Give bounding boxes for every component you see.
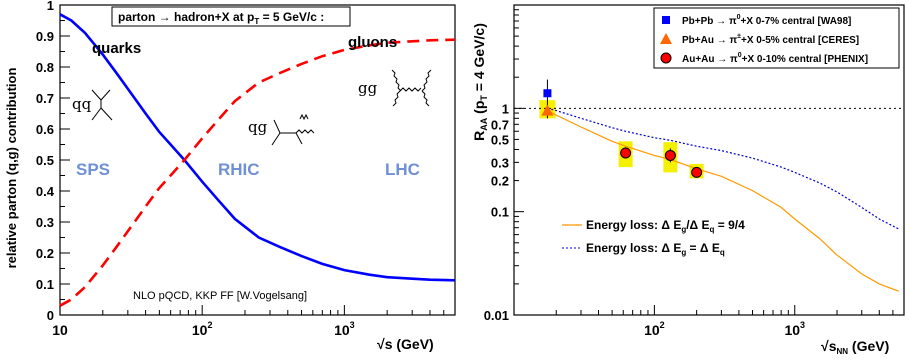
right-x-ticks: 102 103 (513, 305, 905, 338)
data-point-WA98 (543, 89, 552, 98)
right-legend: Pb+Pb → π0+X 0-7% central [WA98] Pb+Au → … (660, 14, 868, 65)
data-point-PHENIX (664, 149, 676, 161)
data-point-PHENIX (620, 147, 632, 159)
left-header: parton → hadron+X at pT = 5 GeV/c : (118, 10, 324, 26)
left-y-tick-label: 0.9 (36, 29, 54, 44)
left-y-tick-label: 1 (47, 0, 54, 13)
sps-region-label: SPS (76, 160, 110, 179)
left-y-tick-label: 0.7 (36, 91, 54, 106)
right-x-tick-label: 103 (784, 320, 805, 338)
model-curve-1 (547, 107, 899, 230)
data-point-PHENIX (691, 166, 703, 178)
qq-label: qq (72, 95, 92, 113)
right-plot-frame (513, 4, 905, 316)
right-y-tick-label: 0.2 (491, 174, 509, 189)
gg-label: gg (358, 79, 378, 97)
left-y-tick-label: 0.6 (36, 122, 54, 137)
qq-diagram-icon (91, 89, 113, 121)
right-y-axis-label: RAA (pT = 4 GeV/c) (471, 23, 489, 141)
left-y-tick-label: 0 (47, 308, 54, 323)
quarks-label: quarks (92, 40, 141, 57)
right-model-curves (547, 107, 899, 292)
right-y-tick-label: 0.5 (491, 132, 509, 147)
right-y-tick-label: 0.7 (491, 117, 509, 132)
legend-label-9-4: Energy loss: Δ Eg/Δ Eq = 9/4 (586, 218, 745, 234)
right-y-ticks: 0.01 0.1 0.2 0.3 0.50.71 (484, 9, 524, 323)
right-x-tick-label: 102 (644, 320, 665, 338)
legend-marker-triangle (660, 33, 672, 44)
model-curve-0 (547, 110, 899, 292)
legend-entry-label: Pb+Pb → π0+X 0-7% central [WA98] (682, 14, 851, 27)
right-y-tick-label: 0.01 (484, 308, 509, 323)
right-x-axis-label: √sNN (GeV) (821, 338, 889, 356)
left-y-tick-label: 0.3 (36, 215, 54, 230)
right-y-tick-label: 0.1 (491, 205, 509, 220)
legend-entry-label: Au+Au → π0+X 0-10% central [PHENIX] (682, 52, 868, 65)
gluons-label: gluons (348, 34, 397, 51)
right-panel: 0.01 0.1 0.2 0.3 0.50.71 102 103 Pb+Pb → π0+X… (471, 4, 905, 356)
data-point-CERES (541, 104, 554, 116)
left-x-tick-label: 102 (192, 320, 213, 338)
left-y-tick-label: 0.8 (36, 60, 54, 75)
left-series-lines (59, 13, 456, 307)
legend-entry-label: Pb+Au → π±+X 0-5% central [CERES] (682, 33, 859, 46)
left-y-tick-label: 0.1 (36, 277, 54, 292)
footnote-label: NLO pQCD, KKP FF [W.Vogelsang] (133, 290, 307, 302)
left-x-axis-label: √s (GeV) (377, 336, 434, 352)
rhic-region-label: RHIC (218, 160, 260, 179)
left-y-tick-label: 0.5 (36, 153, 54, 168)
right-legend-box (653, 7, 900, 69)
left-y-ticks: 0 0.1 0.2 0.3 0.4 0.5 0.6 0.7 0.8 0.9 1 (36, 0, 70, 323)
qg-diagram-icon (271, 113, 315, 146)
left-y-tick-label: 0.4 (36, 184, 55, 199)
left-x-tick-label: 10 (52, 322, 68, 338)
series-line-gluons (59, 38, 456, 307)
lhc-region-label: LHC (385, 160, 420, 179)
left-x-tick-label: 103 (334, 320, 355, 338)
qg-label: qg (248, 118, 268, 136)
legend-marker-circle (660, 52, 672, 64)
left-x-ticks: 10 102 103 (52, 305, 456, 338)
left-y-axis-label: relative parton (q,g) contribution (4, 68, 19, 269)
right-systematic-bands (539, 100, 704, 179)
left-header-box (111, 6, 351, 27)
legend-label-equal: Energy loss: Δ Eg = Δ Eq (586, 241, 725, 257)
right-y-tick-label: 0.3 (491, 155, 509, 170)
gg-diagram-icon (391, 69, 432, 107)
left-y-tick-label: 0.2 (36, 246, 54, 261)
left-panel: 0 0.1 0.2 0.3 0.4 0.5 0.6 0.7 0.8 0.9 1 10 102 103 p… (4, 0, 456, 352)
series-line-quarks (59, 13, 456, 282)
legend-marker-square (662, 16, 670, 24)
right-data-points (541, 79, 703, 178)
right-y-tick-label: 1 (502, 101, 509, 116)
